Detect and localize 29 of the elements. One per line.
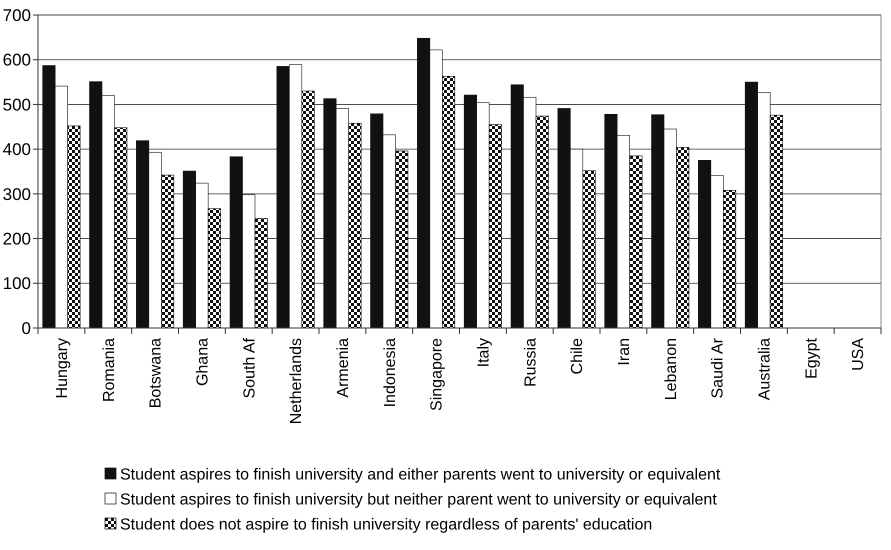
- x-tick-label: Chile: [569, 338, 586, 374]
- y-tick-label: 100: [2, 274, 31, 294]
- x-tick-label: Indonesia: [382, 338, 399, 408]
- y-tick-label: 200: [2, 230, 31, 249]
- x-tick-label: Italy: [476, 338, 493, 368]
- y-tick-label: 500: [2, 95, 31, 114]
- x-tick-label: Singapore: [428, 338, 446, 411]
- y-tick-label: 600: [2, 50, 31, 70]
- x-tick-label: Romania: [100, 338, 118, 402]
- x-tick-label: Armenia: [335, 338, 352, 398]
- x-tick-label: Saudi Ar: [710, 337, 727, 398]
- x-tick-label: Hungary: [54, 338, 72, 398]
- y-tick-label: 400: [2, 140, 31, 160]
- x-tick-label: USA: [850, 338, 868, 371]
- x-tick-label: Lebanon: [662, 338, 680, 400]
- y-tick-label: 0: [22, 318, 31, 338]
- x-tick-label: South Af: [241, 337, 258, 398]
- x-tick-label: Russia: [522, 338, 540, 387]
- x-tick-label: Australia: [756, 338, 774, 400]
- legend-label: Student aspires to finish university but neither parent went to university or equivalent: [120, 492, 718, 509]
- x-tick-label: Iran: [616, 338, 634, 366]
- x-tick-label: Netherlands: [288, 338, 306, 424]
- x-tick-label: Botswana: [148, 338, 165, 408]
- legend-label: Student aspires to finish university and either parents went to university or equivalent: [120, 466, 721, 484]
- x-tick-label: Ghana: [194, 338, 212, 386]
- legend-label: Student does not aspire to finish university regardless of parents' education: [120, 516, 652, 534]
- x-tick-label: Egypt: [803, 337, 820, 379]
- y-tick-label: 700: [2, 6, 31, 25]
- y-tick-label: 300: [2, 184, 31, 204]
